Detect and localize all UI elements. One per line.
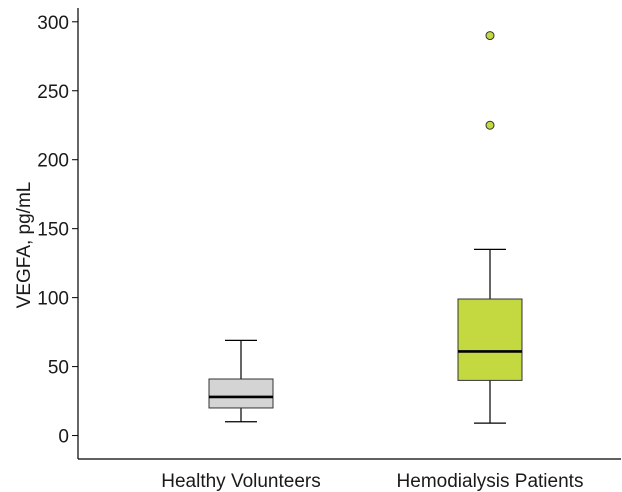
hemodialysis-patients-box (457, 298, 523, 381)
y-tick-label-100: 100 (37, 289, 69, 310)
x-category-label-hemodialysis-patients: Hemodialysis Patients (397, 471, 584, 492)
y-axis-title: VEGFA, pg/mL (14, 182, 35, 309)
y-tick-label-0: 0 (58, 427, 69, 448)
y-tick-label-50: 50 (48, 358, 69, 379)
y-tick-label-300: 300 (37, 13, 69, 34)
hemodialysis-patients-outlier-2 (485, 31, 495, 41)
y-tick-label-150: 150 (37, 220, 69, 241)
y-tick-label-200: 200 (37, 151, 69, 172)
plot-area: 0 50 100 150 200 250 300 Healthy Volunteers Hemo… (37, 8, 621, 492)
hemodialysis-patients-outlier-1 (485, 120, 495, 130)
healthy-volunteers-box (208, 378, 274, 409)
y-tick-label-250: 250 (37, 82, 69, 103)
x-category-label-healthy-volunteers: Healthy Volunteers (161, 471, 321, 492)
